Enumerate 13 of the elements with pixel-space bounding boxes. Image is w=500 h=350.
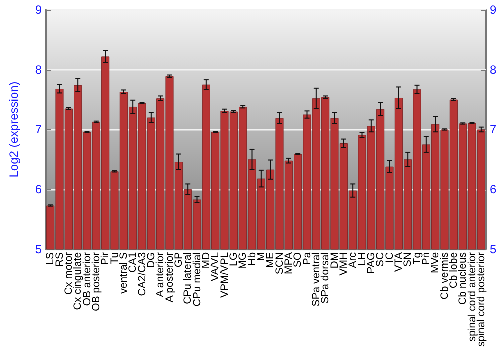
y2-tick-label: 5: [490, 242, 497, 256]
y-tick-label: 8: [35, 62, 42, 77]
y2-tick-label: 7: [490, 122, 497, 137]
y-tick-label: 9: [35, 3, 42, 17]
x-tick-label: Cb lobe: [448, 252, 460, 289]
y2-tick-label: 9: [490, 3, 497, 17]
y-axis-title: Log2 (expression): [7, 82, 21, 178]
y-tick-label: 7: [35, 122, 42, 137]
y-tick-label: 6: [35, 182, 42, 197]
y2-tick-label: 6: [490, 182, 497, 197]
x-tick-label: MVe: [430, 252, 442, 274]
y2-tick-label: 8: [490, 62, 497, 77]
y-tick-label: 5: [35, 242, 42, 256]
